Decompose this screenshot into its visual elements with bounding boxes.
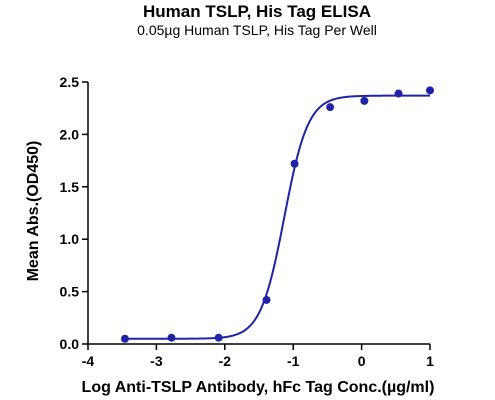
ticks: -4 -3 -2 -1 0 1 0.0 0.5 1.0 1.5 2.0 2.5 [60, 74, 435, 369]
data-point [426, 86, 434, 95]
y-tick-label: 2.5 [60, 74, 80, 90]
data-point [262, 295, 271, 304]
data-point [394, 89, 403, 98]
data-point [290, 159, 299, 168]
y-axis-label: Mean Abs.(OD450) [25, 141, 42, 282]
data-point [360, 96, 369, 105]
axes [87, 82, 430, 345]
data-point [326, 103, 335, 112]
x-tick-label: -1 [287, 353, 300, 369]
fit-curve [124, 94, 430, 340]
x-axis-label: Log Anti-TSLP Antibody, hFc Tag Conc.(µg… [82, 379, 435, 396]
data-points [120, 86, 434, 343]
data-point [214, 333, 223, 342]
fit-curve-group [124, 94, 430, 340]
y-tick-label: 0.5 [60, 284, 80, 300]
y-tick-label: 2.0 [60, 126, 80, 142]
chart-title: Human TSLP, His Tag ELISA [143, 2, 371, 21]
y-tick-label: 0.0 [60, 336, 80, 352]
x-tick-label: 0 [358, 353, 366, 369]
y-tick-label: 1.5 [60, 179, 80, 195]
data-point [120, 334, 129, 343]
x-tick-label: -3 [150, 353, 163, 369]
y-tick-label: 1.0 [60, 231, 80, 247]
x-tick-label: 1 [426, 353, 434, 369]
x-tick-label: -4 [82, 353, 95, 369]
chart-subtitle: 0.05µg Human TSLP, His Tag Per Well [137, 22, 377, 38]
data-point [167, 333, 176, 342]
x-tick-label: -2 [219, 353, 232, 369]
